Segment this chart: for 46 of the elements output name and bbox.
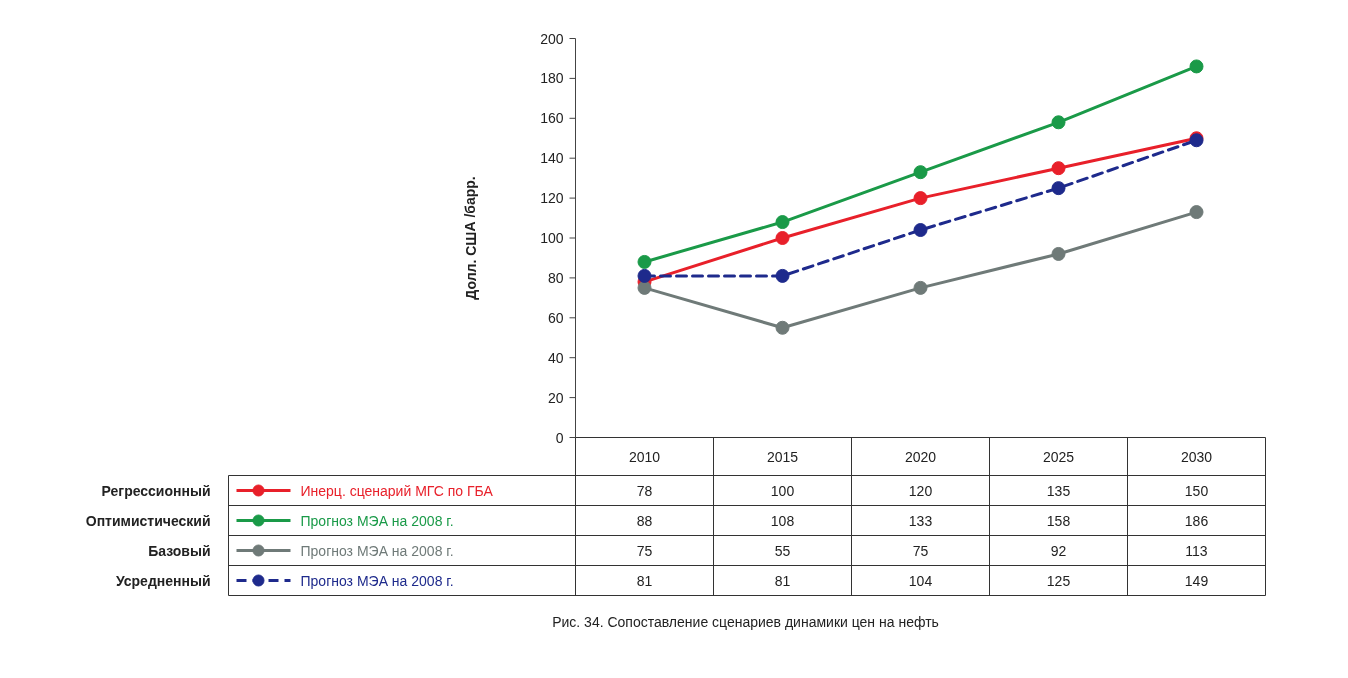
text: Оптимистический <box>85 512 211 529</box>
y-tick-label: 20 <box>547 389 564 406</box>
data-label: 133 <box>908 512 933 529</box>
y-tick-label: 0 <box>555 429 564 446</box>
x-tick-label: 2025 <box>1042 448 1075 465</box>
data-label: 104 <box>908 572 933 589</box>
y-tick-label: 140 <box>540 150 564 167</box>
legend-label: Инерц. сценарий МГС по ГБА <box>300 482 494 499</box>
data-label: 75 <box>636 542 653 559</box>
y-tick-label: 40 <box>547 349 564 366</box>
legend-label: Прогноз МЭА на 2008 г. <box>300 512 454 529</box>
y-tick-label: 60 <box>547 309 564 326</box>
x-tick-label: 2015 <box>766 448 799 465</box>
y-tick-label: 80 <box>547 269 564 286</box>
data-label: 75 <box>912 542 929 559</box>
data-label: 108 <box>770 512 795 529</box>
data-label: 55 <box>774 542 791 559</box>
data-label: 113 <box>1185 542 1208 559</box>
y-tick-label: 120 <box>540 190 564 207</box>
y-axis-title: Долл. США /барр. <box>462 176 479 300</box>
data-label: 158 <box>1046 512 1071 529</box>
data-label: 78 <box>636 482 653 499</box>
y-tick-label: 200 <box>540 30 564 47</box>
data-label: 149 <box>1184 572 1209 589</box>
data-label: 120 <box>908 482 933 499</box>
y-tick-label: 100 <box>540 230 564 246</box>
data-label: 125 <box>1046 572 1071 589</box>
legend-label: Прогноз МЭА на 2008 г. <box>300 572 454 589</box>
data-label: 100 <box>770 482 795 499</box>
y-tick-label: 160 <box>540 110 564 127</box>
data-label: 186 <box>1184 512 1209 529</box>
data-label: 88 <box>636 512 653 529</box>
x-tick-label: 2010 <box>628 448 661 465</box>
data-label: 150 <box>1184 482 1209 499</box>
data-label: 81 <box>774 572 791 589</box>
x-tick-label: 2020 <box>904 448 937 465</box>
text: Базовый <box>148 542 211 559</box>
text: Рис. 34. Сопоставление сценариев динамики цен на нефть <box>552 613 939 630</box>
y-tick-label: 180 <box>540 70 564 87</box>
data-label: 135 <box>1046 482 1071 499</box>
data-label: 92 <box>1050 542 1067 559</box>
legend-label: Прогноз МЭА на 2008 г. <box>300 542 454 559</box>
text: Регрессионный <box>101 482 211 499</box>
text: Усредненный <box>115 572 211 589</box>
data-label: 81 <box>636 572 653 589</box>
x-tick-label: 2030 <box>1180 448 1213 465</box>
